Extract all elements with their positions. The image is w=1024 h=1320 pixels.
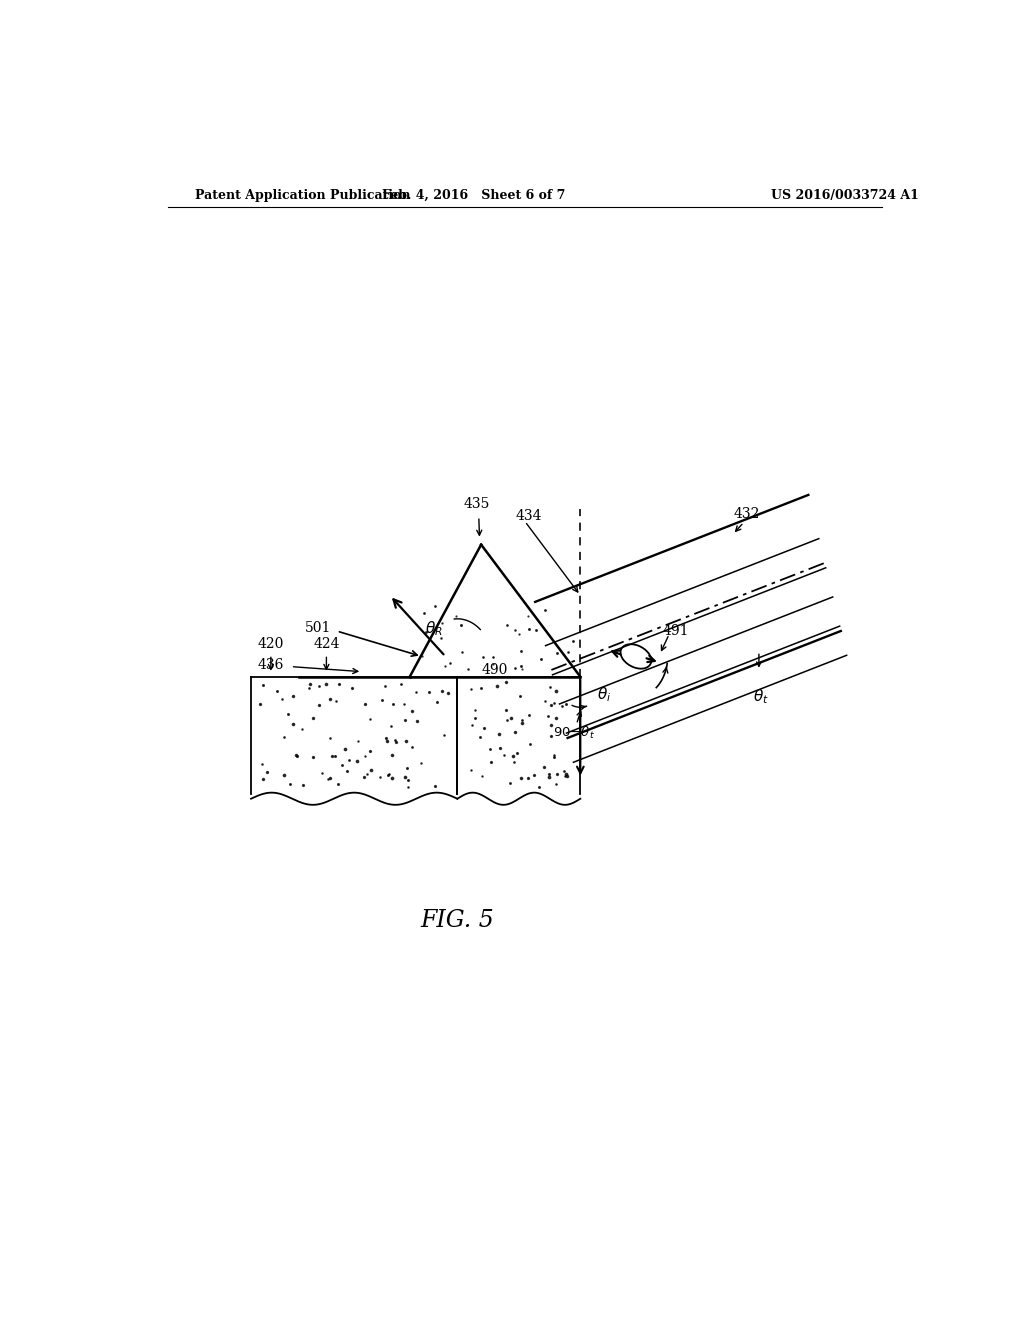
Text: 436: 436 [258,657,284,672]
Text: $90\mathsf{-}\theta_t$: $90\mathsf{-}\theta_t$ [553,725,595,741]
Text: 435: 435 [464,496,490,511]
Text: 420: 420 [258,638,284,651]
Text: FIG. 5: FIG. 5 [421,909,495,932]
Text: 490: 490 [481,663,508,677]
Text: $\theta_R$: $\theta_R$ [425,619,442,639]
Text: US 2016/0033724 A1: US 2016/0033724 A1 [771,189,919,202]
Text: 491: 491 [663,624,689,638]
Text: 434: 434 [515,510,542,523]
Text: 501: 501 [305,620,332,635]
Text: $\theta_i$: $\theta_i$ [597,685,611,705]
Text: Patent Application Publication: Patent Application Publication [196,189,411,202]
Text: Feb. 4, 2016   Sheet 6 of 7: Feb. 4, 2016 Sheet 6 of 7 [382,189,565,202]
Text: $\theta_t$: $\theta_t$ [753,688,768,706]
Text: 424: 424 [313,638,340,651]
Text: 432: 432 [734,507,760,521]
